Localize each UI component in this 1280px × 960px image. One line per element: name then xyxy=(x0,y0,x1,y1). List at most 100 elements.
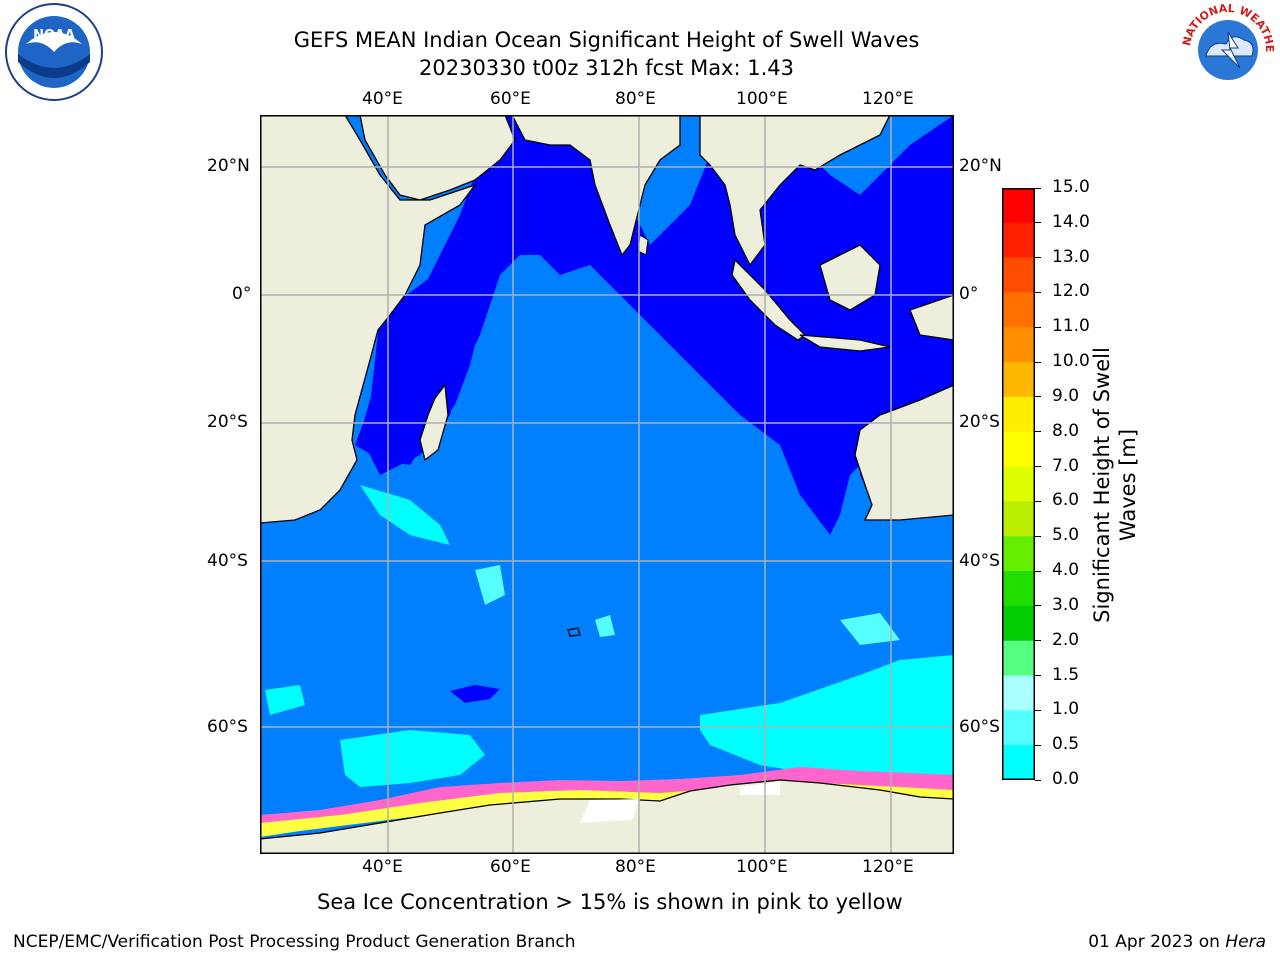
colorbar-tick-label: 15.0 xyxy=(1052,177,1090,197)
colorbar-tick-label: 14.0 xyxy=(1052,211,1090,232)
colorbar-swatch xyxy=(1002,640,1035,677)
colorbar-tick-mark xyxy=(1035,187,1041,189)
colorbar-swatch xyxy=(1002,396,1035,433)
lon-tick-top: 60°E xyxy=(490,89,531,109)
colorbar-label: Significant Height of Swell Waves [m] xyxy=(1089,275,1141,695)
colorbar-tick-mark xyxy=(1035,570,1041,572)
colorbar-tick-mark xyxy=(1035,709,1041,711)
land-java xyxy=(799,334,891,352)
colorbar-swatch xyxy=(1002,292,1035,328)
low-swell-patch xyxy=(450,685,500,703)
colorbar-tick-mark xyxy=(1035,361,1041,363)
lon-tick-bottom: 80°E xyxy=(615,857,656,877)
high-swell-patch-lower-west xyxy=(265,685,305,715)
colorbar-tick-label: 9.0 xyxy=(1052,385,1080,406)
lat-tick-right: 60°S xyxy=(959,717,1000,737)
colorbar-swatch xyxy=(1002,745,1035,780)
ice-shelf xyxy=(580,782,780,823)
lon-tick-bottom: 120°E xyxy=(862,857,914,877)
footer-date: 01 Apr 2023 on Hera xyxy=(1088,932,1266,952)
colorbar-swatch xyxy=(1002,605,1035,642)
colorbar-swatch xyxy=(1002,362,1035,398)
colorbar-tick-label: 1.0 xyxy=(1052,699,1080,720)
colorbar-tick-label: 3.0 xyxy=(1052,594,1080,615)
ocean-map xyxy=(260,115,954,854)
colorbar-tick-mark xyxy=(1035,257,1041,259)
colorbar-label-line1: Significant Height of Swell xyxy=(1090,347,1114,623)
graticule xyxy=(260,115,954,854)
colorbar-swatch xyxy=(1002,501,1035,537)
land-southeast-asia xyxy=(699,115,891,267)
colorbar-tick-mark xyxy=(1035,396,1041,398)
colorbar-swatch xyxy=(1002,222,1035,259)
land-kerguelen xyxy=(567,627,581,637)
colorbar xyxy=(1002,188,1035,780)
colorbar-tick-mark xyxy=(1035,605,1041,607)
colorbar-swatch xyxy=(1002,536,1035,572)
land-sumatra xyxy=(731,258,807,341)
high-swell-patch-west xyxy=(360,485,450,545)
map-title: GEFS MEAN Indian Ocean Significant Heigh… xyxy=(293,28,920,52)
noaa-logo: NOAA xyxy=(5,3,103,101)
colorbar-tick-mark xyxy=(1035,291,1041,293)
lat-tick-right: 0° xyxy=(959,284,979,304)
colorbar-tick-label: 8.0 xyxy=(1052,420,1080,441)
lat-tick-left: 0° xyxy=(232,284,252,304)
lon-tick-bottom: 100°E xyxy=(736,857,788,877)
land-india xyxy=(511,115,681,257)
colorbar-tick-mark xyxy=(1035,744,1041,746)
map-subtitle: 20230330 t00z 312h fcst Max: 1.43 xyxy=(419,56,794,80)
high-swell-patch-mid xyxy=(475,565,900,645)
low-swell-region-north xyxy=(360,115,954,535)
lon-tick-top: 120°E xyxy=(862,89,914,109)
colorbar-tick-label: 12.0 xyxy=(1052,281,1090,302)
colorbar-tick-label: 11.0 xyxy=(1052,316,1090,337)
colorbar-swatch xyxy=(1002,466,1035,502)
lat-tick-left: 20°N xyxy=(207,156,250,176)
colorbar-tick-mark xyxy=(1035,500,1041,502)
colorbar-swatch xyxy=(1002,710,1035,746)
colorbar-tick-label: 13.0 xyxy=(1052,246,1090,267)
colorbar-tick-mark xyxy=(1035,326,1041,328)
lat-tick-right: 20°S xyxy=(959,412,1000,432)
sea-ice-caption: Sea Ice Concentration > 15% is shown in … xyxy=(317,890,903,914)
colorbar-tick-mark xyxy=(1035,466,1041,468)
svg-text:NOAA: NOAA xyxy=(33,28,75,43)
lat-tick-right: 20°N xyxy=(959,156,1002,176)
lon-tick-bottom: 60°E xyxy=(490,857,531,877)
colorbar-tick-mark xyxy=(1035,779,1041,781)
colorbar-swatch xyxy=(1002,188,1035,224)
footer-branch: NCEP/EMC/Verification Post Processing Pr… xyxy=(13,932,576,952)
colorbar-tick-label: 6.0 xyxy=(1052,490,1080,511)
colorbar-swatch xyxy=(1002,257,1035,293)
colorbar-tick-mark xyxy=(1035,431,1041,433)
lon-tick-bottom: 40°E xyxy=(362,857,403,877)
colorbar-tick-label: 5.0 xyxy=(1052,525,1080,546)
colorbar-tick-label: 1.5 xyxy=(1052,664,1080,685)
colorbar-label-line2: Waves [m] xyxy=(1116,428,1140,542)
colorbar-swatch xyxy=(1002,675,1035,711)
colorbar-tick-label: 7.0 xyxy=(1052,455,1080,476)
colorbar-swatch xyxy=(1002,571,1035,607)
land-australia xyxy=(854,384,954,521)
nws-logo: NATIONAL WEATHER SERVICE xyxy=(1180,2,1276,97)
lon-tick-top: 80°E xyxy=(615,89,656,109)
footer-host: Hera xyxy=(1225,932,1266,952)
lat-tick-left: 60°S xyxy=(207,717,248,737)
lon-tick-top: 100°E xyxy=(736,89,788,109)
colorbar-swatch xyxy=(1002,327,1035,363)
lat-tick-right: 40°S xyxy=(959,551,1000,571)
land-arabia xyxy=(359,115,516,201)
footer-date-text: 01 Apr 2023 on xyxy=(1088,932,1226,952)
high-swell-patch-southwest xyxy=(340,730,485,787)
lat-tick-left: 20°S xyxy=(207,412,248,432)
lon-tick-top: 40°E xyxy=(362,89,403,109)
colorbar-tick-mark xyxy=(1035,222,1041,224)
colorbar-swatch xyxy=(1002,431,1035,468)
colorbar-tick-label: 4.0 xyxy=(1052,560,1080,581)
colorbar-tick-mark xyxy=(1035,640,1041,642)
colorbar-tick-label: 0.5 xyxy=(1052,734,1080,755)
land-new-guinea xyxy=(909,294,954,341)
colorbar-tick-mark xyxy=(1035,535,1041,537)
colorbar-tick-mark xyxy=(1035,675,1041,677)
